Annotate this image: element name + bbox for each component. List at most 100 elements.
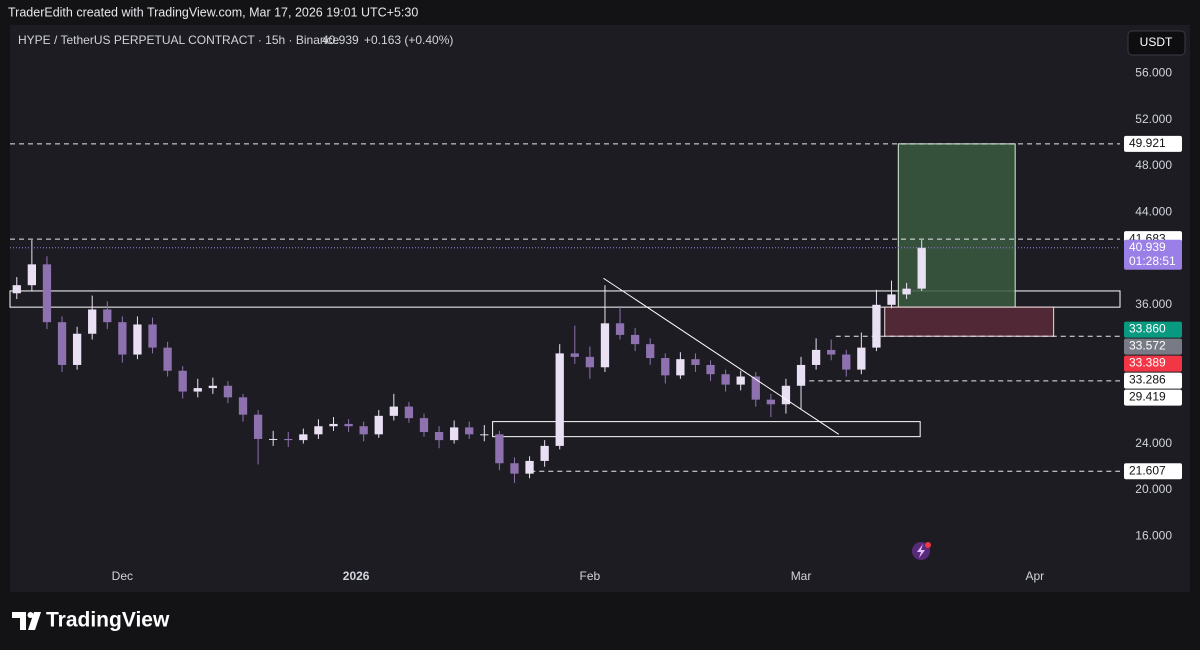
candle-body bbox=[374, 415, 383, 435]
candle-body bbox=[646, 344, 655, 359]
x-tick-label: Feb bbox=[580, 569, 601, 583]
level-label-box bbox=[1124, 463, 1182, 480]
candle-body bbox=[344, 423, 353, 427]
candle-body bbox=[706, 364, 715, 375]
y-tick-label: 56.000 bbox=[1135, 66, 1172, 80]
candle-body bbox=[238, 397, 248, 415]
currency-button[interactable] bbox=[1127, 30, 1186, 56]
candle-body bbox=[284, 438, 293, 441]
level-label-box bbox=[1124, 135, 1182, 152]
alert-icon-bolt bbox=[917, 544, 925, 558]
candle-body bbox=[163, 347, 172, 371]
candle-body bbox=[857, 347, 866, 370]
candle-body bbox=[148, 324, 157, 348]
candle-body bbox=[419, 418, 429, 433]
candle-body bbox=[42, 264, 52, 323]
candle-body bbox=[721, 374, 730, 385]
countdown: 01:28:51 bbox=[1129, 254, 1176, 268]
y-tick-label: 36.000 bbox=[1135, 297, 1172, 311]
candle-body bbox=[118, 322, 127, 355]
candle-body bbox=[827, 349, 836, 355]
alert-icon[interactable] bbox=[912, 542, 931, 560]
y-tick-label: 24.000 bbox=[1135, 436, 1172, 450]
level-label: 33.860 bbox=[1129, 322, 1166, 336]
candle-body bbox=[766, 399, 776, 405]
candle-body bbox=[208, 385, 217, 389]
candle-body bbox=[314, 426, 323, 435]
candle-body bbox=[525, 460, 534, 474]
last-price-box bbox=[1124, 239, 1182, 270]
logo: TradingView bbox=[12, 609, 170, 632]
currency[interactable]: USDT bbox=[1140, 35, 1173, 49]
logo-mark bbox=[12, 612, 41, 630]
candle-body bbox=[811, 349, 821, 365]
candle-body bbox=[389, 406, 398, 416]
y-tick-label: 16.000 bbox=[1135, 528, 1172, 542]
logo-text: TradingView bbox=[46, 609, 170, 632]
y-tick-label: 52.000 bbox=[1135, 112, 1172, 126]
candle-body bbox=[600, 323, 610, 368]
candle-body bbox=[299, 434, 308, 441]
candle-body bbox=[193, 388, 202, 392]
trend-line bbox=[603, 277, 840, 435]
x-tick-label: Dec bbox=[112, 569, 133, 583]
candle-body bbox=[329, 423, 338, 427]
level-label: 21.607 bbox=[1129, 463, 1166, 477]
credit: TraderEdith created with TradingView.com… bbox=[8, 5, 418, 19]
candle-body bbox=[570, 353, 579, 357]
candle-body bbox=[917, 247, 926, 289]
level-label: 33.389 bbox=[1129, 356, 1166, 370]
header-price: 40.939 bbox=[322, 33, 359, 47]
candle-body bbox=[27, 264, 37, 286]
last-price-label: 40.939 bbox=[1129, 240, 1166, 254]
candle-body bbox=[253, 414, 263, 439]
candle-body bbox=[12, 285, 21, 294]
alert-icon-dot bbox=[925, 542, 931, 548]
header-change: +0.163 (+0.40%) bbox=[364, 33, 453, 47]
zone bbox=[492, 421, 921, 438]
candle-body bbox=[404, 406, 414, 419]
candle-body bbox=[661, 358, 670, 376]
candle-body bbox=[178, 370, 187, 392]
candle-body bbox=[615, 323, 625, 335]
candle-body bbox=[480, 434, 489, 436]
candle-body bbox=[57, 322, 67, 365]
zone bbox=[897, 143, 1016, 308]
candle-body bbox=[465, 427, 474, 435]
candle-body bbox=[103, 309, 112, 323]
y-tick-label: 44.000 bbox=[1135, 204, 1172, 218]
candle-body bbox=[781, 385, 791, 405]
candle-body bbox=[751, 376, 760, 400]
candle-body bbox=[495, 434, 504, 464]
x-tick-label: 2026 bbox=[343, 569, 370, 583]
candle-body bbox=[555, 353, 564, 446]
zone bbox=[884, 306, 1055, 337]
x-tick-label: Apr bbox=[1025, 569, 1044, 583]
level-label-box bbox=[1124, 372, 1182, 389]
candle-body bbox=[691, 359, 700, 365]
level-label-box bbox=[1124, 321, 1182, 338]
candle-body bbox=[736, 376, 745, 385]
zone bbox=[9, 290, 1121, 308]
level-label-box bbox=[1124, 355, 1182, 372]
level-label: 29.419 bbox=[1129, 390, 1166, 404]
level-label: 49.921 bbox=[1129, 136, 1166, 150]
level-label: 33.286 bbox=[1129, 373, 1166, 387]
candle-body bbox=[434, 432, 444, 441]
candle-body bbox=[88, 309, 97, 334]
candle-body bbox=[676, 359, 685, 376]
candle-body bbox=[796, 364, 806, 386]
candle-body bbox=[510, 463, 519, 474]
candle-body bbox=[450, 427, 459, 441]
y-tick-label: 20.000 bbox=[1135, 482, 1172, 496]
candle-body bbox=[585, 356, 595, 368]
candle-body bbox=[540, 445, 549, 461]
candle-body bbox=[902, 288, 911, 295]
level-label: 33.572 bbox=[1129, 339, 1166, 353]
logo-dot bbox=[27, 612, 34, 618]
y-tick-label: 48.000 bbox=[1135, 158, 1172, 172]
candle-body bbox=[872, 304, 881, 348]
level-label-box bbox=[1124, 389, 1182, 406]
